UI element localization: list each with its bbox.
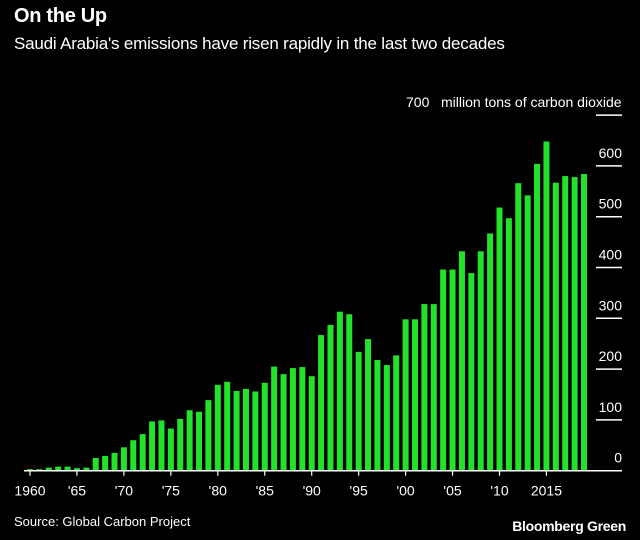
bar-2018 <box>571 177 578 471</box>
bar-2009 <box>487 233 494 471</box>
bar-1981 <box>224 381 231 471</box>
bar-1993 <box>336 311 343 471</box>
y-tick-label: 100 <box>599 399 623 415</box>
bar-2016 <box>552 182 559 471</box>
x-tick-label: '80 <box>209 483 227 499</box>
bar-2014 <box>534 163 541 471</box>
y-tick-label: 700 <box>406 94 430 110</box>
bar-1973 <box>149 421 156 471</box>
bar-1991 <box>318 335 325 471</box>
bar-1965 <box>73 468 80 471</box>
bar-1963 <box>55 466 62 471</box>
x-tick-label: '90 <box>303 483 321 499</box>
bar-2008 <box>477 251 484 471</box>
bar-1962 <box>45 467 52 471</box>
bar-2005 <box>449 269 456 471</box>
bar-2002 <box>421 304 428 471</box>
bar-1960 <box>27 469 33 471</box>
bar-1969 <box>111 452 118 471</box>
x-tick-label: '05 <box>443 483 461 499</box>
bar-2001 <box>411 319 418 471</box>
bar-1976 <box>177 418 184 471</box>
bar-1982 <box>233 390 240 471</box>
bar-1964 <box>64 466 71 471</box>
bar-1961 <box>36 469 43 471</box>
chart-title: On the Up <box>14 5 107 27</box>
chart-subtitle: Saudi Arabia's emissions have risen rapi… <box>14 34 505 53</box>
bar-1989 <box>299 367 306 471</box>
y-tick-label: 200 <box>599 348 623 364</box>
bar-2010 <box>496 207 503 471</box>
bar-2012 <box>515 183 522 471</box>
bar-2011 <box>505 218 512 471</box>
bar-1999 <box>393 355 400 471</box>
bar-2013 <box>524 195 531 471</box>
bar-2004 <box>440 269 447 471</box>
brand-logo: Bloomberg Green <box>512 518 626 534</box>
bar-1990 <box>308 376 315 471</box>
bar-1984 <box>252 391 259 471</box>
bar-1987 <box>280 374 287 471</box>
y-tick-label: 500 <box>599 196 623 212</box>
bar-2006 <box>458 251 465 471</box>
bar-1997 <box>374 359 381 471</box>
bar-2015 <box>543 141 550 471</box>
bar-1970 <box>120 447 127 471</box>
y-tick-label: 600 <box>599 145 623 161</box>
bar-1980 <box>214 384 221 471</box>
bar-2017 <box>562 176 569 471</box>
bar-1977 <box>186 410 193 471</box>
bar-2019 <box>581 174 588 471</box>
source-note: Source: Global Carbon Project <box>14 514 191 529</box>
bar-1966 <box>83 467 90 471</box>
x-tick-label: 1960 <box>14 483 45 499</box>
bar-1995 <box>355 351 362 471</box>
bar-1974 <box>158 420 165 471</box>
bar-1975 <box>167 428 174 471</box>
y-tick-label: 0 <box>614 450 622 466</box>
bar-2003 <box>430 304 437 471</box>
bar-1994 <box>346 314 353 471</box>
bar-1992 <box>327 324 334 471</box>
x-tick-label: 2015 <box>531 483 562 499</box>
y-tick-label: 300 <box>599 297 623 313</box>
bar-1972 <box>139 434 146 471</box>
y-axis-unit-label: million tons of carbon dioxide <box>441 94 622 110</box>
x-tick-label: '85 <box>256 483 274 499</box>
bar-1971 <box>130 440 137 471</box>
bar-1967 <box>92 458 99 471</box>
bar-1968 <box>102 455 109 471</box>
bar-1985 <box>261 382 268 471</box>
bar-1979 <box>205 400 212 471</box>
x-tick-label: '00 <box>396 483 414 499</box>
bar-1998 <box>383 365 390 471</box>
x-tick-label: '70 <box>115 483 133 499</box>
bar-1986 <box>271 366 278 471</box>
bar-1983 <box>242 388 249 471</box>
bar-1988 <box>289 368 296 471</box>
bar-2000 <box>402 319 409 471</box>
x-tick-label: '75 <box>162 483 180 499</box>
x-tick-label: '10 <box>490 483 508 499</box>
y-tick-label: 400 <box>599 247 623 263</box>
x-tick-label: '95 <box>350 483 368 499</box>
bar-1996 <box>365 339 372 471</box>
bar-2007 <box>468 273 475 471</box>
bar-1978 <box>196 411 203 471</box>
x-tick-label: '65 <box>68 483 86 499</box>
